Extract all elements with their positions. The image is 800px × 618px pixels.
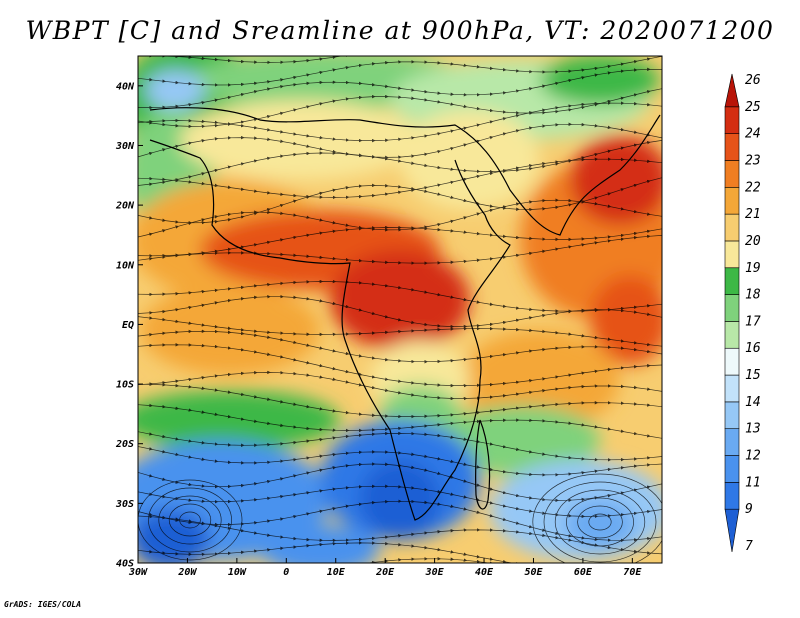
streamline <box>138 541 651 563</box>
colorbar-swatch <box>724 347 740 376</box>
wbpt-field <box>138 56 662 563</box>
colorbar-swatch <box>724 240 740 269</box>
streamline <box>138 234 662 265</box>
colorbar-swatch <box>724 106 740 134</box>
latitude-axis: 40N 30N 20N 10N EQ 10S 20S 30S 40S <box>115 81 143 570</box>
lon-tick-label: 0 <box>283 567 289 578</box>
lon-tick-label: 20W <box>177 567 197 578</box>
streamline-swirl <box>148 487 232 553</box>
streamline <box>149 557 651 563</box>
lon-tick-label: 20E <box>375 567 395 578</box>
lat-tick-label: 20S <box>115 439 134 450</box>
colorbar-swatch <box>724 401 740 430</box>
colorbar-label: 18 <box>745 288 761 303</box>
streamline-swirl <box>554 489 646 555</box>
colorbar-swatch <box>724 374 740 403</box>
lon-tick-label: 30W <box>128 567 148 578</box>
longitude-axis: 30W 20W 10W 0 10E 20E 30E 40E 50E 60E 70E <box>128 558 642 578</box>
streamline-swirl <box>179 511 201 529</box>
colorbar-label: 25 <box>745 100 761 115</box>
colorbar-swatch <box>724 186 740 215</box>
streamline-swirl <box>577 505 623 539</box>
colorbar-label: 9 <box>745 502 753 517</box>
colorbar-label: 21 <box>745 207 761 222</box>
streamline-swirl <box>138 479 243 561</box>
streamline-swirl <box>532 473 662 563</box>
streamline <box>138 403 662 439</box>
colorbar-label: 23 <box>745 153 761 168</box>
colorbar-swatch <box>724 73 740 108</box>
coastlines <box>149 107 661 521</box>
colorbar-label: 11 <box>745 475 761 490</box>
colorbar: 7 9 11 12 13 14 15 16 17 18 19 20 21 22 23 24 25 26 <box>724 73 761 554</box>
lat-tick-label: 20N <box>115 201 135 212</box>
colorbar-swatch <box>724 213 740 242</box>
streamline-swirl <box>588 513 612 531</box>
colorbar-swatch <box>724 160 740 188</box>
streamline <box>138 514 662 555</box>
lon-tick-label: 30E <box>425 567 445 578</box>
colorbar-label: 14 <box>745 395 761 410</box>
lon-tick-label: 50E <box>524 567 543 578</box>
lat-tick-label: 40S <box>116 559 134 570</box>
map-frame <box>137 55 663 564</box>
map-title: WBPT [C] and Sreamline at 900hPa, VT: 20… <box>25 16 775 45</box>
lat-tick-label: 30S <box>115 499 134 510</box>
lat-tick-label: EQ <box>122 320 134 331</box>
lat-tick-label: 30N <box>115 141 135 152</box>
colorbar-swatch <box>724 508 740 553</box>
colorbar-label: 19 <box>745 261 761 276</box>
lat-tick-label: 10N <box>116 260 135 271</box>
lon-tick-label: 10W <box>228 567 247 578</box>
colorbar-swatch <box>724 267 740 295</box>
lon-tick-label: 70E <box>623 567 642 578</box>
colorbar-swatch <box>724 428 740 456</box>
streamline-swirl <box>158 495 222 545</box>
lon-tick-label: 10E <box>327 567 346 578</box>
colorbar-label: 26 <box>745 73 761 88</box>
colorbar-label: 16 <box>745 341 761 356</box>
colorbar-swatch <box>724 482 740 510</box>
colorbar-label: 22 <box>745 180 761 195</box>
colorbar-label: 12 <box>745 449 761 464</box>
colorbar-swatch <box>724 133 740 161</box>
lat-tick-label: 10S <box>116 380 134 391</box>
colorbar-swatch <box>724 294 740 322</box>
lon-tick-label: 40E <box>475 567 494 578</box>
colorbar-swatch <box>724 321 740 349</box>
streamlines <box>138 56 662 563</box>
colorbar-swatch <box>724 455 740 483</box>
colorbar-label: 20 <box>745 234 761 249</box>
colorbar-label: 15 <box>745 368 761 383</box>
lon-tick-label: 60E <box>574 567 593 578</box>
streamline-swirl <box>168 503 212 537</box>
colorbar-label: 7 <box>745 539 753 554</box>
colorbar-label: 17 <box>745 314 761 329</box>
streamline-swirl <box>566 497 634 547</box>
colorbar-label: 24 <box>745 127 761 142</box>
grads-credit: GrADS: IGES/COLA <box>4 600 82 609</box>
lat-tick-label: 40N <box>116 81 135 92</box>
streamline-swirl <box>543 481 657 563</box>
colorbar-label: 13 <box>745 422 761 437</box>
